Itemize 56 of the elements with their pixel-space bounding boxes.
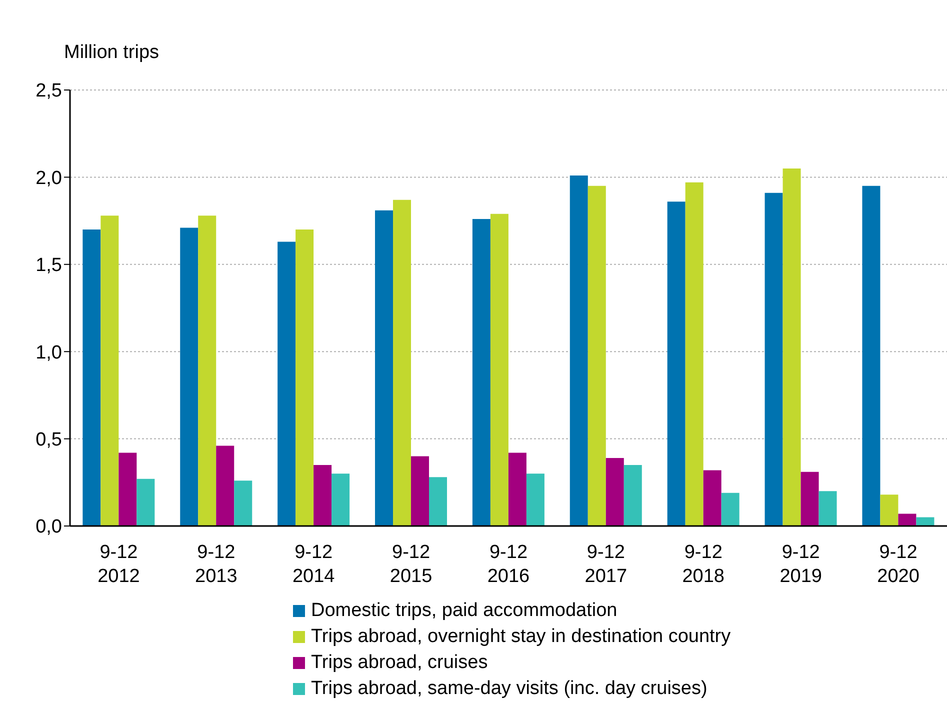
bar [782, 168, 801, 526]
bar [118, 452, 137, 526]
bar [800, 472, 819, 526]
bar [862, 186, 880, 526]
bar [198, 216, 216, 526]
x-tick-label: 9-12 2020 [877, 542, 920, 587]
bar [472, 219, 490, 526]
y-tick-label: 1,0 [36, 342, 62, 364]
bar [82, 230, 101, 526]
bar [703, 470, 722, 526]
bar [429, 477, 447, 526]
bar [296, 230, 314, 526]
x-tick-label: 9-12 2014 [292, 542, 336, 587]
bar [721, 492, 740, 526]
bar [570, 175, 588, 526]
x-tick-label: 9-12 2012 [98, 542, 140, 587]
legend-label: Domestic trips, paid accommodation [311, 599, 618, 623]
x-tick-label: 9-12 2018 [682, 542, 725, 587]
y-tick-label: 2,5 [36, 80, 62, 102]
bar [100, 216, 119, 526]
bar [916, 517, 934, 526]
bar [818, 491, 837, 526]
y-tick-label: 0,5 [36, 430, 62, 451]
bar [764, 192, 783, 526]
bar [136, 478, 155, 526]
bar [624, 464, 642, 526]
x-tick-label: 9-12 2019 [780, 542, 822, 587]
bar [234, 480, 252, 526]
y-axis-title: Million trips [64, 42, 160, 64]
legend-label: Trips abroad, cruises [311, 651, 488, 675]
bar [393, 200, 411, 526]
bar [880, 494, 898, 526]
bar [490, 214, 508, 526]
legend-label: Trips abroad, same-day visits (inc. day cruises) [311, 677, 708, 701]
x-tick-label: 9-12 2016 [487, 542, 530, 587]
bar [588, 186, 606, 526]
bar [508, 452, 526, 526]
bar [180, 228, 198, 526]
bar [667, 202, 686, 526]
x-tick-label: 9-12 2015 [390, 542, 432, 587]
bar [278, 242, 296, 526]
y-tick-label: 0,0 [36, 516, 62, 538]
bar [411, 456, 429, 526]
bar [898, 514, 916, 526]
y-tick-label: 2,0 [36, 168, 62, 189]
bar [216, 446, 234, 526]
bar [685, 182, 704, 526]
bar [606, 458, 624, 526]
bar [375, 210, 393, 526]
bar [314, 464, 332, 526]
legend-label: Trips abroad, overnight stay in destination country [311, 625, 731, 649]
y-tick-label: 1,5 [36, 255, 62, 276]
bar [332, 474, 350, 526]
bar [526, 474, 544, 526]
x-tick-label: 9-12 2013 [195, 542, 238, 587]
x-tick-label: 9-12 2017 [584, 542, 628, 587]
